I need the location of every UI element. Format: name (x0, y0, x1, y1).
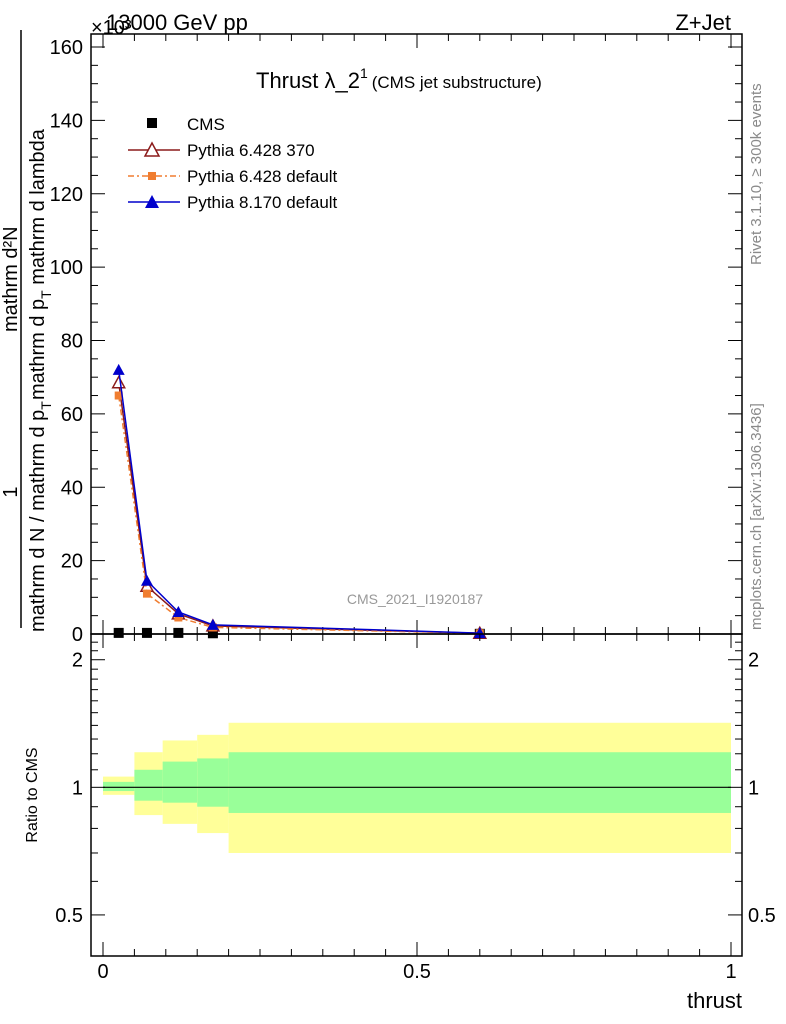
ratio-y-tick-label: 0.5 (55, 905, 83, 927)
ratio-y-tick-label: 1 (72, 777, 83, 799)
header-left: 13000 GeV pp (106, 10, 248, 35)
series-point-2 (114, 391, 123, 400)
series-point-3 (206, 618, 219, 630)
mcplots-label: mcplots.cern.ch [arXiv:1306.3436] (748, 403, 765, 630)
main-y-tick-label: 140 (50, 110, 83, 132)
inner-band-bin (103, 781, 135, 792)
series-point-3 (172, 605, 185, 617)
analysis-watermark: CMS_2021_I1920187 (347, 591, 483, 607)
ylabel-upper: mathrm d pT mathrm d lambda (27, 128, 54, 400)
ylabel-upper-part2: mathrm d lambda (27, 128, 49, 290)
main-y-tick-label: 40 (61, 477, 83, 499)
rivet-label: Rivet 3.1.10, ≥ 300k events (748, 83, 765, 265)
main-y-tick-label: 160 (50, 37, 83, 59)
main-y-tick-label: 120 (50, 184, 83, 206)
legend-label-p8-default: Pythia 8.170 default (187, 193, 338, 212)
inner-band-bin (228, 752, 731, 813)
series-point-2 (142, 589, 151, 598)
legend-label-p6-default: Pythia 6.428 default (187, 167, 338, 186)
series-point-1 (111, 375, 126, 389)
header-exponent: ×10³ (91, 17, 132, 39)
legend-marker-p6-default (148, 172, 156, 180)
ratio-plot: 0.5 0.5 1 1 2 2 0 0.5 1 (55, 633, 776, 983)
plot-title: Thrust λ_21 (CMS jet substructure) (256, 65, 542, 93)
main-y-tick-label: 20 (61, 551, 83, 573)
x-tick-label: 0.5 (403, 961, 431, 983)
ylabel-upper-part1: mathrm d p (27, 299, 49, 400)
ylabel-sub-2: T (38, 290, 54, 299)
ylabel-denominator: mathrm d N / mathrm d p (27, 410, 49, 632)
x-tick-label: 0 (97, 961, 108, 983)
plot-subtitle: (CMS jet substructure) (372, 73, 542, 92)
plot-title-main: Thrust λ_2 (256, 68, 360, 93)
x-tick-label: 1 (725, 961, 736, 983)
plot-title-sup: 1 (360, 65, 368, 81)
series-point-0 (173, 627, 184, 638)
series-point-0 (141, 627, 152, 638)
legend-label-p6-370: Pythia 6.428 370 (187, 141, 315, 160)
ylabel-top-text: mathrm d²N (0, 226, 22, 332)
ratio-y-tick-label-right: 1 (748, 777, 759, 799)
main-y-tick-label: 80 (61, 331, 83, 353)
ratio-y-tick-label-right: 0.5 (748, 905, 776, 927)
series-point-0 (113, 627, 124, 638)
x-axis-label: thrust (687, 988, 742, 1013)
main-y-tick-label: 100 (50, 257, 83, 279)
legend: CMS Pythia 6.428 370 Pythia 6.428 defaul… (128, 115, 338, 212)
main-axis-ticks: 0 20 40 60 80 100 120 140 160 (50, 34, 742, 646)
legend-marker-p6-370 (143, 141, 161, 157)
ratio-ylabel: Ratio to CMS (24, 747, 41, 842)
inner-band-bin (162, 761, 198, 803)
series-point-3 (473, 627, 486, 639)
ylabel-top: mathrm d²N (0, 226, 22, 332)
ylabel-one: 1 (0, 486, 22, 497)
inner-band-bin (134, 769, 163, 801)
series-point-3 (112, 363, 125, 375)
ratio-y-tick-label-right: 2 (748, 650, 759, 672)
legend-marker-cms (147, 118, 157, 128)
legend-label-cms: CMS (187, 115, 225, 134)
series-point-2 (174, 613, 183, 622)
header-right: Z+Jet (675, 10, 731, 35)
legend-marker-p8-default (145, 195, 159, 208)
inner-band-bin (197, 758, 229, 807)
main-y-tick-label: 60 (61, 404, 83, 426)
ratio-y-tick-label: 2 (72, 650, 83, 672)
ylabel-sub-1: T (38, 401, 54, 410)
main-y-tick-label: 0 (72, 624, 83, 646)
series-point-3 (140, 574, 153, 586)
ratio-axis-ticks: 0.5 0.5 1 1 2 2 0 0.5 1 (55, 634, 776, 983)
